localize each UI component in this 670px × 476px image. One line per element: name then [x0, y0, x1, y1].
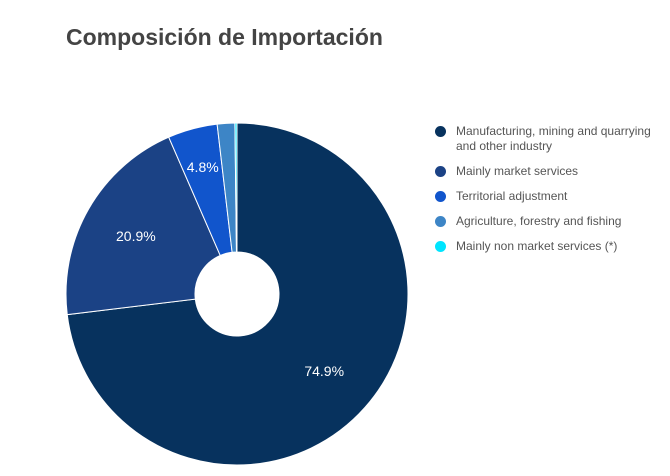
legend-item-2: Territorial adjustment	[435, 189, 655, 204]
legend-swatch-icon	[435, 166, 446, 177]
slice-data-label-2: 4.8%	[187, 159, 219, 175]
legend-label: Territorial adjustment	[456, 189, 568, 203]
legend-swatch-icon	[435, 191, 446, 202]
legend-item-4: Mainly non market services (*)	[435, 239, 655, 254]
legend-swatch-icon	[435, 216, 446, 227]
slice-data-label-1: 20.9%	[116, 228, 156, 244]
legend-label: Mainly non market services (*)	[456, 239, 618, 253]
pie-slice-1	[65, 136, 221, 316]
legend-swatch-icon	[435, 126, 446, 137]
chart-title: Composición de Importación	[66, 24, 383, 50]
pie-slice-4	[234, 122, 238, 253]
legend-item-0: Manufacturing, mining and quarrying and …	[435, 124, 655, 154]
legend-label: Agriculture, forestry and fishing	[456, 214, 622, 228]
pie-slice-0	[66, 122, 409, 466]
chart-legend: Manufacturing, mining and quarrying and …	[435, 124, 655, 264]
legend-item-3: Agriculture, forestry and fishing	[435, 214, 655, 229]
legend-label: Mainly market services	[456, 164, 579, 178]
legend-label: Manufacturing, mining and quarrying and …	[456, 124, 651, 153]
legend-item-1: Mainly market services	[435, 164, 655, 179]
slice-data-label-0: 74.9%	[304, 363, 344, 379]
legend-swatch-icon	[435, 241, 446, 252]
